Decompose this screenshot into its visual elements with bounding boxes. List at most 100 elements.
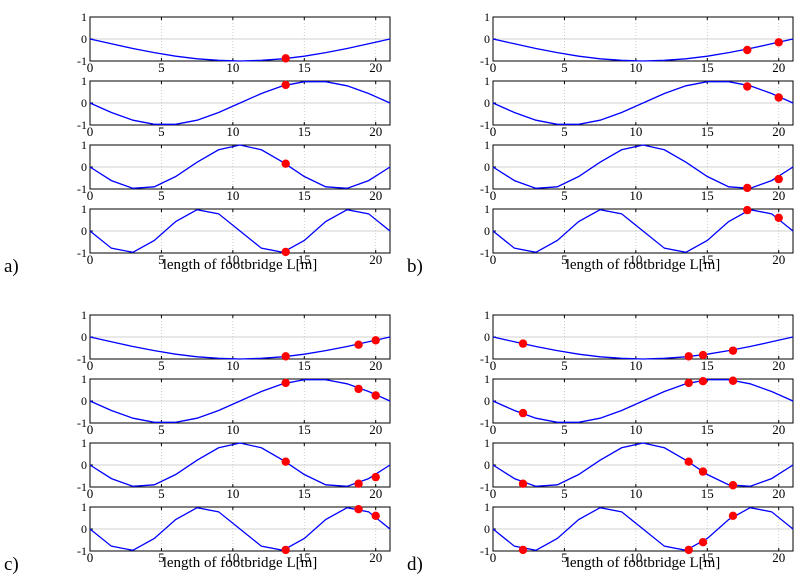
- y-tick-label: -1: [480, 416, 490, 430]
- panel-label: d): [407, 554, 423, 575]
- sensor-marker: [354, 505, 363, 514]
- x-tick-label: 10: [629, 486, 642, 501]
- x-tick-label: 15: [701, 124, 714, 139]
- x-tick-label: 20: [772, 550, 785, 565]
- sensor-marker: [281, 457, 290, 466]
- y-tick-label: 1: [484, 372, 490, 386]
- x-tick-label: 20: [772, 252, 785, 267]
- x-tick-label: 10: [629, 252, 642, 267]
- x-tick-label: 5: [158, 550, 165, 565]
- sensor-marker: [281, 545, 290, 555]
- panel-label: b): [407, 256, 423, 277]
- sensor-marker: [684, 378, 693, 388]
- y-tick-label: -1: [77, 544, 87, 558]
- x-tick-label: 5: [158, 422, 165, 437]
- sensor-marker: [743, 183, 752, 193]
- x-tick-label: 0: [490, 252, 497, 267]
- x-tick-label: 20: [369, 60, 382, 75]
- y-tick-label: 0: [484, 96, 490, 110]
- y-tick-label: 0: [81, 224, 87, 238]
- x-tick-label: 5: [158, 358, 165, 373]
- sensor-marker: [728, 511, 738, 520]
- y-tick-label: 1: [484, 10, 490, 24]
- x-tick-label: 20: [772, 422, 785, 437]
- x-axis-label: length of footbridge L[m]: [566, 555, 721, 571]
- mode-2-line: [89, 81, 391, 125]
- mode-4-line: [492, 209, 794, 253]
- y-tick-label: 1: [81, 138, 87, 152]
- x-tick-label: 5: [561, 188, 568, 203]
- mode-4-line: [492, 507, 794, 551]
- mode-2-line: [492, 379, 794, 423]
- y-tick-label: 1: [484, 308, 490, 322]
- x-tick-label: 20: [369, 124, 382, 139]
- y-tick-label: 1: [81, 500, 87, 514]
- sensor-marker: [281, 54, 290, 63]
- x-tick-label: 5: [158, 60, 165, 75]
- y-tick-label: 1: [484, 74, 490, 88]
- x-tick-label: 5: [561, 486, 568, 501]
- y-tick-label: -1: [77, 416, 87, 430]
- y-tick-label: 0: [81, 458, 87, 472]
- sensor-marker: [684, 545, 693, 555]
- y-tick-label: 0: [484, 522, 490, 536]
- x-tick-label: 10: [226, 486, 239, 501]
- x-tick-label: 10: [226, 422, 239, 437]
- y-tick-label: -1: [77, 182, 87, 196]
- y-tick-label: 1: [484, 138, 490, 152]
- x-tick-label: 5: [158, 188, 165, 203]
- sensor-marker: [698, 538, 708, 547]
- x-tick-label: 20: [369, 252, 382, 267]
- x-tick-label: 10: [629, 188, 642, 203]
- sensor-marker: [371, 336, 380, 345]
- y-tick-label: -1: [480, 118, 490, 132]
- x-tick-label: 15: [298, 358, 311, 373]
- x-tick-label: 0: [87, 422, 94, 437]
- x-tick-label: 0: [87, 486, 94, 501]
- y-tick-label: -1: [480, 544, 490, 558]
- x-tick-label: 0: [87, 358, 94, 373]
- y-tick-label: -1: [480, 480, 490, 494]
- x-tick-label: 5: [561, 422, 568, 437]
- x-tick-label: 15: [298, 422, 311, 437]
- x-tick-label: 10: [226, 550, 239, 565]
- sensor-marker: [743, 205, 752, 215]
- y-tick-label: 0: [484, 224, 490, 238]
- y-tick-label: 1: [81, 74, 87, 88]
- mode-1-line: [492, 38, 794, 62]
- mode-1-line: [89, 336, 391, 360]
- x-tick-label: 10: [629, 60, 642, 75]
- panel-label: c): [4, 554, 19, 575]
- y-tick-label: 0: [81, 522, 87, 536]
- y-tick-label: -1: [77, 480, 87, 494]
- x-tick-label: 15: [298, 486, 311, 501]
- sensor-marker: [281, 159, 290, 168]
- mode-1-line: [89, 38, 391, 62]
- mode-4-line: [89, 209, 391, 253]
- x-tick-label: 0: [87, 188, 94, 203]
- x-tick-label: 10: [629, 422, 642, 437]
- x-tick-label: 15: [701, 550, 714, 565]
- x-tick-label: 5: [561, 60, 568, 75]
- x-tick-label: 0: [87, 60, 94, 75]
- x-tick-label: 0: [490, 486, 497, 501]
- y-tick-label: 0: [484, 394, 490, 408]
- x-tick-label: 0: [87, 124, 94, 139]
- x-tick-label: 5: [158, 252, 165, 267]
- sensor-marker: [774, 38, 783, 47]
- y-tick-label: -1: [480, 246, 490, 260]
- x-tick-label: 0: [490, 550, 497, 565]
- y-tick-label: -1: [77, 118, 87, 132]
- y-tick-label: 1: [81, 308, 87, 322]
- x-tick-label: 20: [369, 550, 382, 565]
